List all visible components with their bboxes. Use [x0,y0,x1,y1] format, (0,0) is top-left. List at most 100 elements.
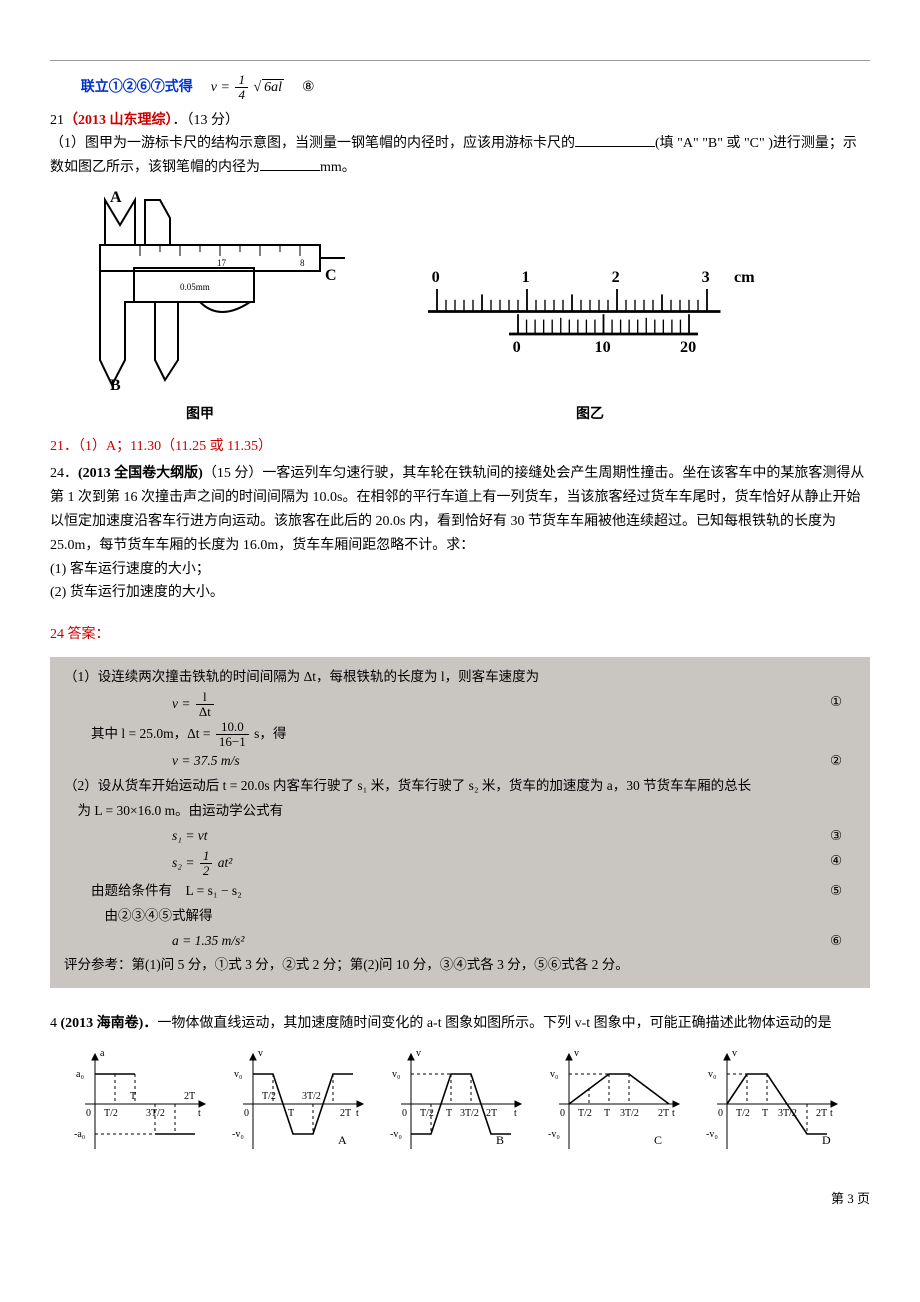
sol-l10: a = 1.35 m/s² ⑥ [64,929,856,954]
q24-q1: (1) 客车运行速度的大小； [50,558,870,582]
b10: 10 [595,338,611,356]
sol-l4: v = 37.5 m/s ② [64,749,856,774]
Dv0n: -v₀ [706,1129,718,1140]
Av0p: v₀ [234,1069,243,1080]
graph-at: a a₀ -a₀ 0 T 2T T/2 3T/2 t [70,1044,210,1164]
DT: T [762,1108,768,1119]
graph-B: v v₀ -v₀ 0 T/2 T 3T/2 2T t B [386,1044,526,1164]
q24-solution: （1）设连续两次撞击铁轨的时间间隔为 Δt，每根铁轨的长度为 l，则客车速度为 … [50,657,870,989]
ruler-svg: 0 1 2 3 cm 0 10 20 [410,260,770,390]
lblD: D [822,1133,831,1147]
l10e: a = 1.35 m/s² [172,929,244,954]
a0p: a₀ [76,1069,84,1080]
CT32: 3T/2 [620,1108,639,1119]
mark2: ② [816,749,856,774]
t2: 2 [612,268,620,286]
sol-l6: s₁ = vt ③ [64,824,856,849]
fig2-caption: 图乙 [410,403,770,427]
q4-text: 4 (2013 海南卷)．一物体做直线运动，其加速度随时间变化的 a-t 图象如… [50,1012,870,1036]
q21-body: （1）图甲为一游标卡尺的结构示意图，当测量一钢笔帽的内径时，应该用游标卡尺的(填… [50,132,870,180]
Dx: t [830,1108,833,1119]
l2d: Δt [196,705,214,719]
formula-prefix: 联立①②⑥⑦式得 [81,76,193,100]
b0: 0 [513,338,521,356]
Cv0p: v₀ [550,1069,559,1080]
sqrt-sign: √ [253,80,261,95]
sol-l3: 其中 l = 25.0m，Δt = 10.016−1 s，得 [91,720,856,750]
sol-l5b: 为 L = 30×16.0 m。由运动学公式有 [78,799,857,824]
cm: cm [734,268,755,286]
aT: T [130,1091,136,1102]
Cx: t [672,1108,675,1119]
q21-p1c: mm。 [320,160,356,175]
l3d: 16−1 [216,735,249,749]
caliper-svg: A B C 17 8 0.05mm [50,190,350,390]
q24-src: (2013 全国卷大纲版) [78,466,203,481]
figure-jia: A B C 17 8 0.05mm 图甲 [50,190,350,427]
q24-ans-label: 24 答案： [50,623,870,647]
Bv0n: -v₀ [390,1129,402,1140]
mark6: ⑥ [816,929,856,954]
sol-l1: （1）设连续两次撞击铁轨的时间间隔为 Δt，每根铁轨的长度为 l，则客车速度为 [64,665,856,690]
q21-num: 21 [50,113,64,128]
Ax: t [356,1108,359,1119]
l3n: 10.0 [216,720,249,735]
q4-src: (2013 海南卷)． [61,1016,158,1031]
svg-text:0: 0 [86,1108,91,1119]
top-divider [50,60,870,61]
l7r: at² [218,855,233,870]
lblC: C [654,1133,662,1147]
aT32: 3T/2 [146,1108,165,1119]
CT2: 2T [658,1108,669,1119]
svg-text:0: 0 [402,1108,407,1119]
l4e: v = 37.5 m/s [172,749,240,774]
mark1: ① [816,690,856,720]
Dv0p: v₀ [708,1069,717,1080]
l6e: s₁ = vt [172,824,208,849]
sol-l2: v = lΔt ① [64,690,856,720]
l7n: 1 [200,849,213,864]
mark5: ⑤ [816,879,856,904]
blank-2 [260,156,320,171]
BTh: T/2 [420,1108,434,1119]
sol-l8: 由题给条件有 L = s₁ − s₂ ⑤ [64,879,856,904]
figure-yi: 0 1 2 3 cm 0 10 20 图乙 [410,260,770,427]
t3: 3 [702,268,710,286]
CTh: T/2 [578,1108,592,1119]
graph-C: v v₀ -v₀ 0 T/2 T 3T/2 2T t C [544,1044,684,1164]
graph-A: v v₀ -v₀ 0 T/2 3T/2 T 2T t A [228,1044,368,1164]
q4-num: 4 [50,1016,61,1031]
q24-text: 24．(2013 全国卷大纲版)（15 分）一客运列车匀速行驶，其车轮在铁轨间的… [50,462,870,557]
q24-q2: (2) 货车运行加速度的大小。 [50,581,870,605]
DTh: T/2 [736,1108,750,1119]
Dvy: v [732,1048,737,1059]
AT2: 2T [340,1108,351,1119]
page-number: 第 3 页 [50,1188,870,1210]
blank-1 [575,132,655,147]
DT32: 3T/2 [778,1108,797,1119]
l7l: s₂ = [172,855,194,870]
l7e: s₂ = 12 at² [172,849,232,879]
svg-text:17: 17 [217,258,227,268]
q21-figures: A B C 17 8 0.05mm 图甲 [50,190,870,427]
lblB: B [496,1133,504,1147]
formula-lhs: v = [211,80,230,95]
formula-suffix: ⑧ [302,76,315,100]
q4-graphs: a a₀ -a₀ 0 T 2T T/2 3T/2 t v v₀ [70,1044,870,1164]
q21-answer: 21．（1）A；11.30（11.25 或 11.35） [50,435,870,459]
b20: 20 [680,338,696,356]
q4-rest: 一物体做直线运动，其加速度随时间变化的 a-t 图象如图所示。下列 v-t 图象… [157,1016,831,1031]
l3a: 其中 l = 25.0m，Δt = [91,725,211,740]
t0: 0 [432,268,440,286]
graph-D: v v₀ -v₀ 0 T/2 T 3T/2 2T t D [702,1044,842,1164]
frac-num: 1 [235,73,248,88]
Bv0p: v₀ [392,1069,401,1080]
q21-tail: ．（13 分） [173,113,240,128]
q21-header: 21（2013 山东理综）．（13 分） [50,109,870,133]
mark4: ④ [816,849,856,879]
svg-text:0: 0 [244,1108,249,1119]
Cvy: v [574,1048,579,1059]
ay: a [100,1048,105,1059]
l2n: l [196,690,214,705]
label-B: B [110,377,121,390]
